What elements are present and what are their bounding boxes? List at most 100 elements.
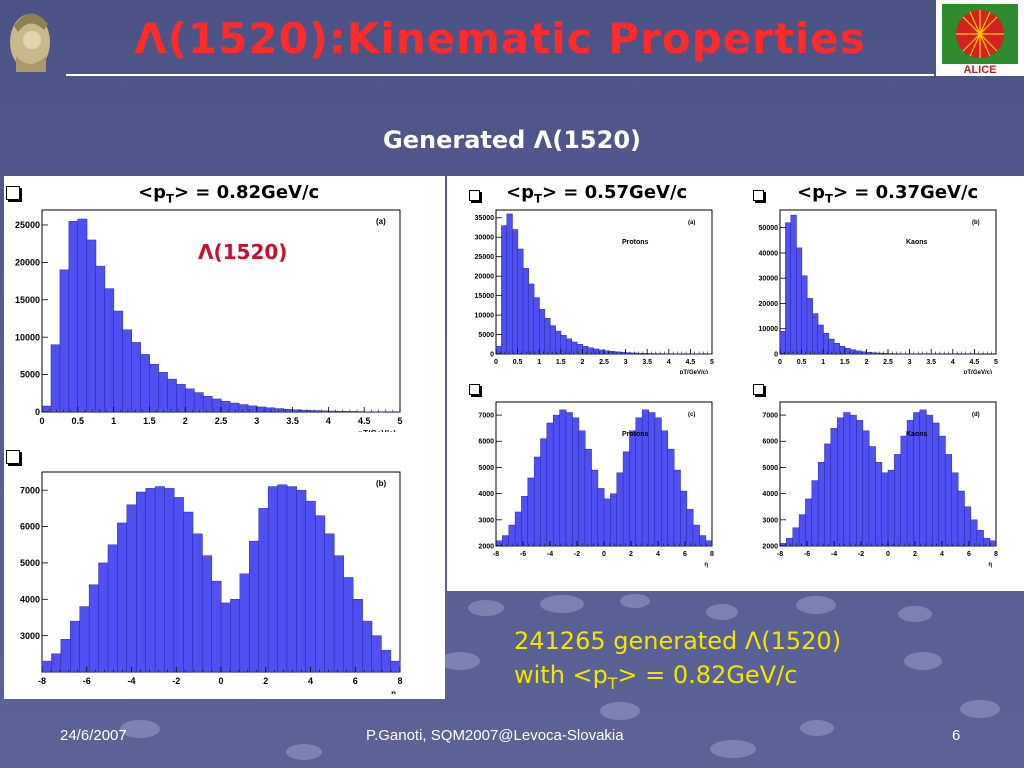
- x-tick-label: 1: [111, 416, 116, 426]
- y-tick-label: 5000: [762, 465, 778, 472]
- histogram-bin: [229, 402, 240, 413]
- x-tick-label: 8: [710, 551, 714, 558]
- y-tick-label: 35000: [475, 215, 495, 222]
- histogram-bin: [60, 639, 71, 673]
- histogram-bin: [256, 406, 267, 413]
- x-tick-label: 4.5: [970, 359, 980, 366]
- x-tick-label: -4: [127, 676, 135, 686]
- histogram-bin: [495, 540, 503, 547]
- histogram-bin: [176, 384, 186, 413]
- x-tick-label: 0: [778, 359, 782, 366]
- x-tick-label: 3: [254, 416, 259, 426]
- y-tick-label: 5000: [478, 332, 494, 339]
- plot-tag: (a): [688, 220, 695, 226]
- slide-title: Λ(1520):Kinematic Properties: [134, 14, 866, 63]
- x-tick-label: 2: [629, 551, 633, 558]
- decorative-bubble: [440, 652, 480, 670]
- histogram-bin: [983, 537, 991, 547]
- y-tick-label: 7000: [762, 413, 778, 420]
- histogram-bin: [654, 417, 662, 547]
- y-tick-label: 0: [774, 351, 778, 358]
- x-tick-label: -2: [574, 551, 580, 558]
- histogram-bin: [502, 535, 510, 547]
- y-tick-label: 3000: [762, 517, 778, 524]
- caption-line-1: 241265 generated Λ(1520): [514, 627, 842, 655]
- histogram-bin: [522, 268, 529, 355]
- histogram-bin: [249, 540, 260, 673]
- x-tick-label: 3: [624, 359, 628, 366]
- y-tick-label: 10000: [15, 332, 40, 342]
- y-tick-label: 10000: [759, 326, 779, 333]
- proton-mean-pt-title: <pT> = 0.57GeV/c: [506, 182, 688, 206]
- x-tick-label: -8: [493, 551, 499, 558]
- y-tick-label: 5000: [478, 465, 494, 472]
- histogram-bin: [319, 410, 329, 413]
- x-axis-label: η: [391, 689, 396, 694]
- histogram-bin: [565, 412, 573, 547]
- histogram-bin: [833, 342, 840, 355]
- histogram-bin: [324, 533, 335, 673]
- plot-tag: (c): [688, 412, 695, 418]
- histogram-bin: [560, 335, 567, 355]
- histogram-bin: [283, 408, 294, 413]
- histogram-bin: [559, 409, 567, 547]
- histogram-bin: [578, 430, 586, 547]
- histogram-bin: [592, 348, 600, 355]
- histogram-bin: [938, 435, 946, 547]
- histogram-bin: [812, 313, 819, 355]
- x-tick-label: -4: [547, 551, 553, 558]
- x-tick-label: 0: [39, 416, 44, 426]
- histogram-bin: [785, 222, 792, 355]
- histogram-bin: [211, 580, 222, 673]
- histogram-bin: [584, 448, 592, 547]
- histogram-bin: [786, 537, 794, 547]
- proton-eta-histogram: -8 -6 -4 -2 0 2 4 6 8 2000 3000 4000 5000 6000 7000 (c)…: [478, 401, 714, 568]
- y-tick-label: 20000: [15, 258, 40, 268]
- histogram-bin: [587, 347, 594, 355]
- histogram-bin: [555, 330, 562, 355]
- histogram-bin: [871, 352, 878, 355]
- lambda-mean-pt-title: <pT> = 0.82GeV/c: [138, 182, 320, 206]
- histogram-bin: [673, 469, 681, 547]
- plot-checkbox: [469, 384, 480, 395]
- histogram-bin: [310, 410, 320, 413]
- plot-checkbox: [753, 190, 764, 201]
- histogram-bin: [856, 420, 864, 547]
- histogram-bin: [328, 410, 338, 413]
- histogram-bin: [238, 404, 249, 413]
- histogram-bin: [220, 400, 231, 413]
- histogram-bin: [230, 599, 241, 673]
- histogram-bin: [41, 660, 52, 673]
- y-tick-label: 15000: [15, 295, 40, 305]
- histogram-bin: [183, 511, 194, 673]
- histogram-bin: [964, 506, 972, 547]
- plot-label: Protons: [622, 239, 649, 246]
- x-tick-label: 2: [263, 676, 268, 686]
- histogram-bin: [86, 239, 97, 413]
- x-axis-label: η: [988, 562, 992, 568]
- y-tick-label: 20000: [475, 274, 495, 281]
- histogram-bin: [843, 412, 851, 547]
- histogram-bin: [565, 338, 573, 355]
- histogram-bin: [140, 354, 150, 413]
- x-tick-label: -2: [858, 551, 864, 558]
- histogram-bin: [192, 533, 203, 673]
- histogram-bin: [274, 408, 285, 413]
- histogram-bin: [582, 346, 589, 355]
- histogram-bin: [836, 417, 845, 547]
- histogram-bin: [549, 325, 556, 355]
- y-tick-label: 0: [35, 407, 40, 417]
- histogram-bin: [862, 430, 870, 547]
- x-tick-label: 0.5: [72, 416, 85, 426]
- histogram-bin: [817, 462, 825, 547]
- histogram-bin: [533, 297, 540, 355]
- plot-label: Kaons: [906, 431, 928, 438]
- x-axis-label: η: [704, 562, 708, 568]
- histogram-bin: [546, 422, 554, 547]
- y-tick-label: 5000: [20, 370, 40, 380]
- x-tick-label: 0.5: [797, 359, 807, 366]
- generated-count-caption: 241265 generated Λ(1520) with <pT> = 0.8…: [514, 624, 841, 701]
- x-tick-label: 1.5: [556, 359, 566, 366]
- histogram-bin: [202, 396, 213, 413]
- y-tick-label: 4000: [478, 491, 494, 498]
